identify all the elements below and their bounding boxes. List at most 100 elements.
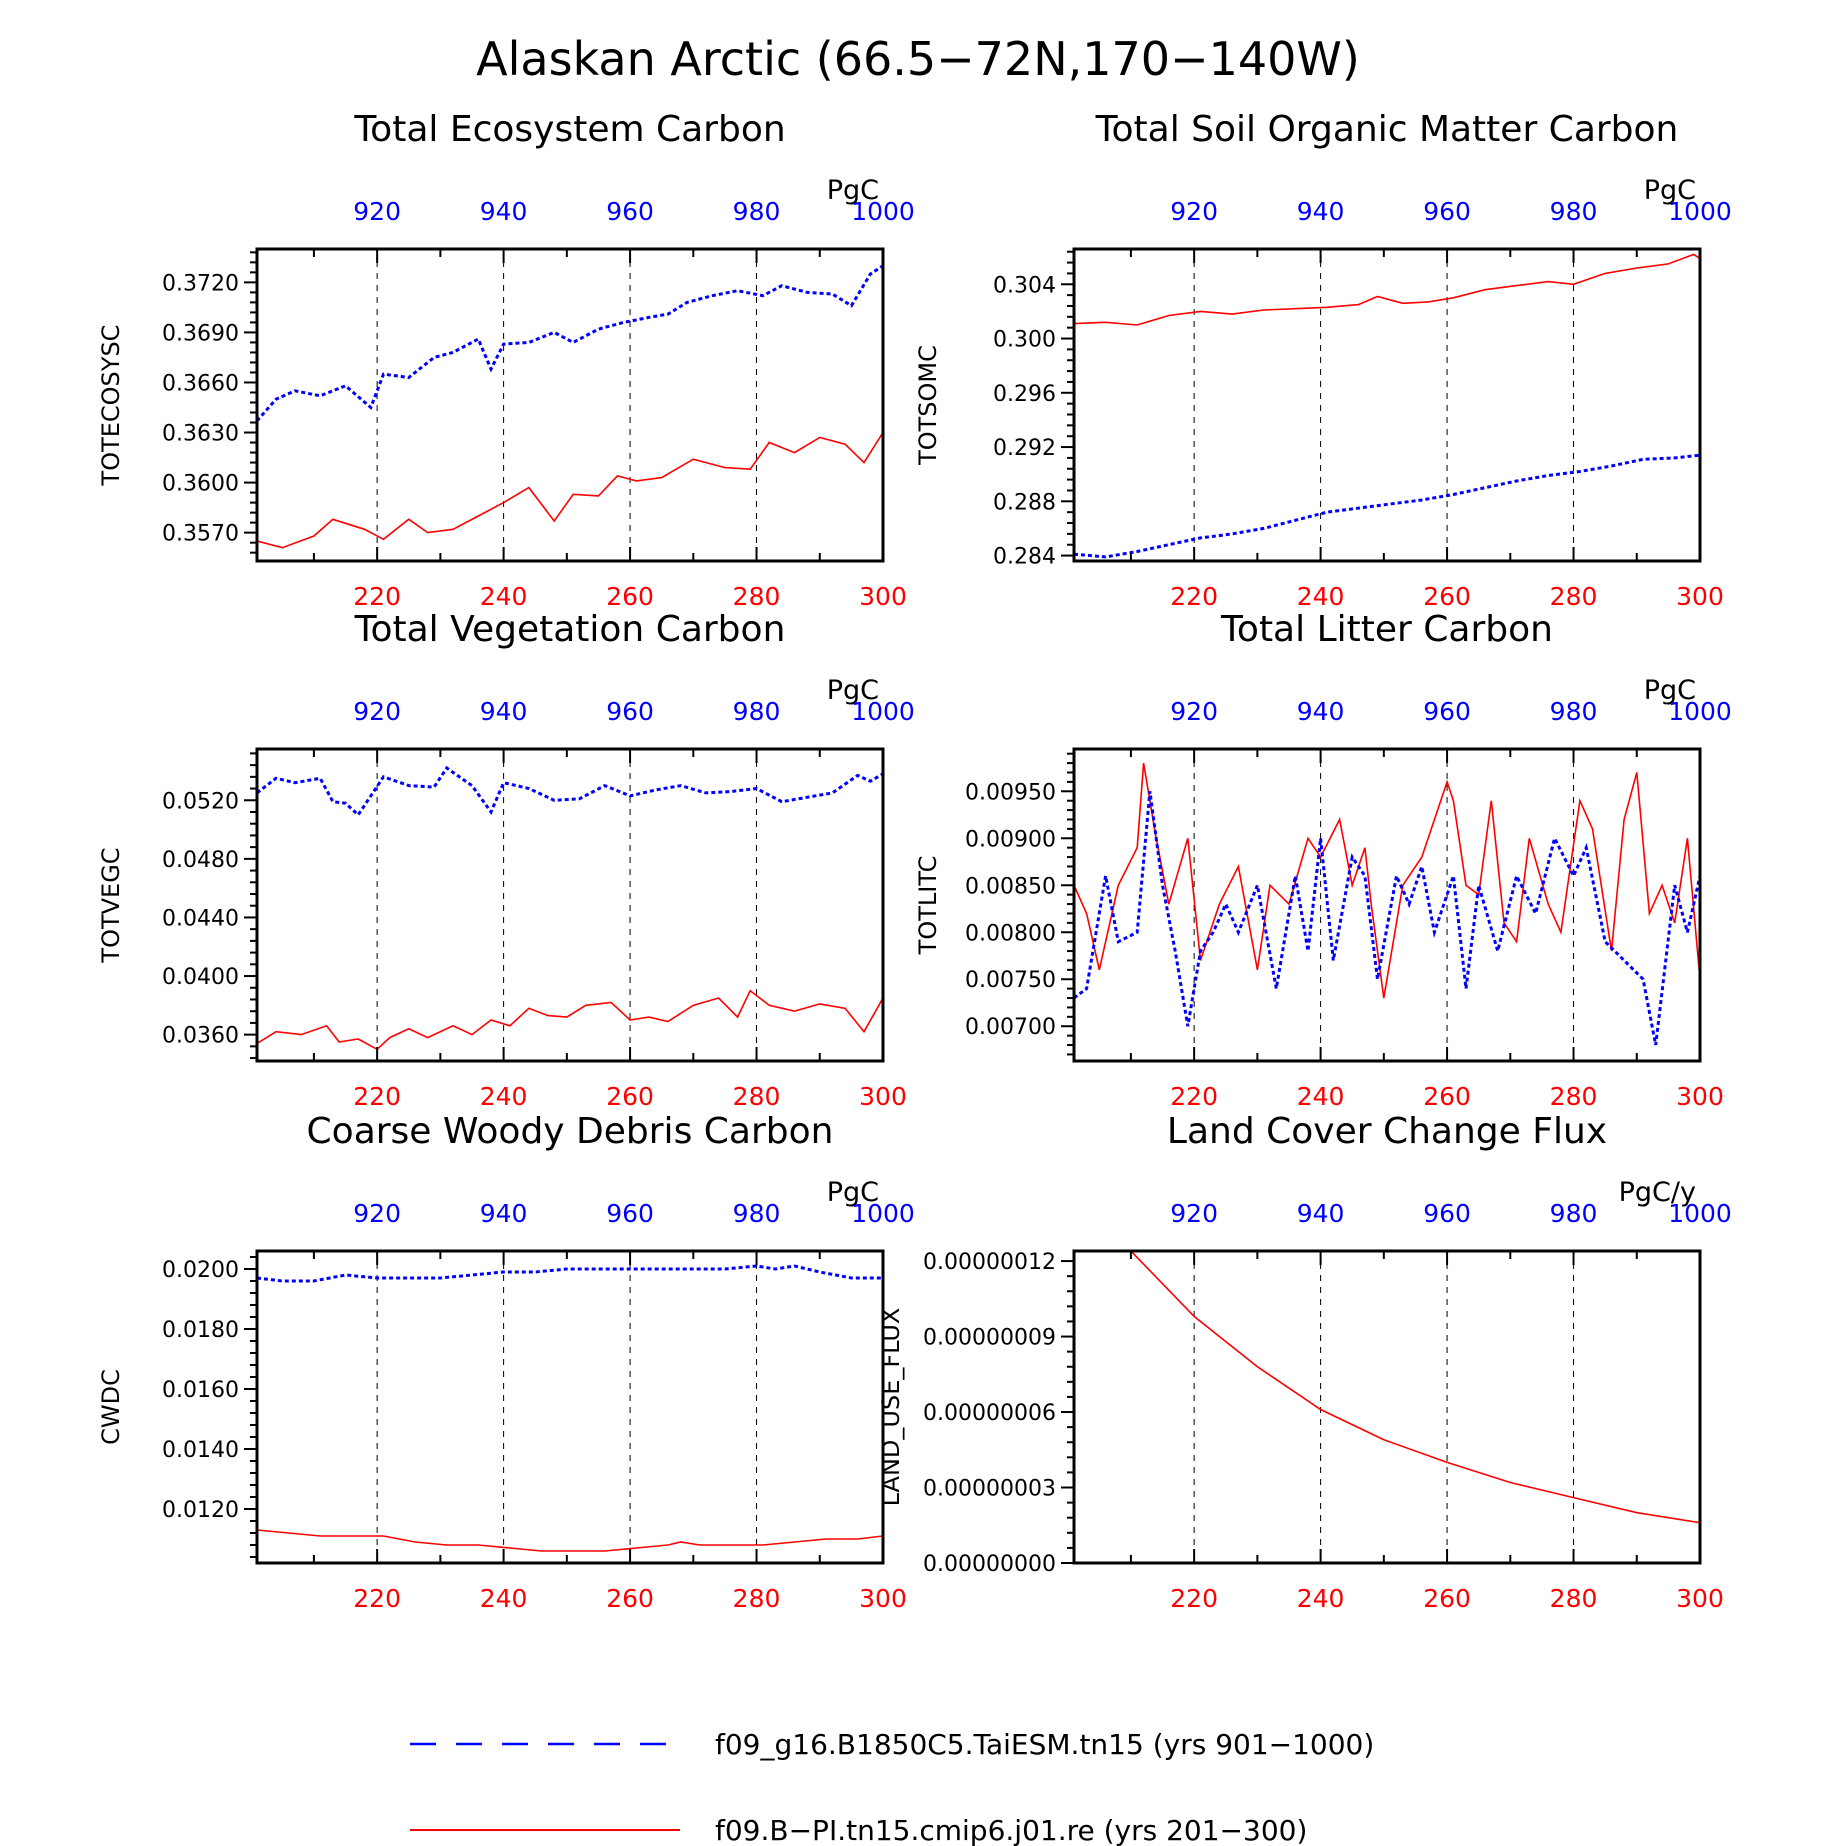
y-tick-label: 0.284 (993, 545, 1056, 570)
series-line-blue (1074, 791, 1700, 1046)
x-tick-label-bottom: 280 (1550, 582, 1598, 611)
x-tick-label-top: 920 (353, 197, 401, 226)
x-tick-label-bottom: 280 (733, 582, 781, 611)
y-tick-label: 0.00000009 (923, 1326, 1056, 1351)
x-tick-label-top: 920 (1170, 697, 1218, 726)
x-tick-label-top: 1000 (1668, 1199, 1732, 1228)
x-tick-label-top: 960 (1423, 197, 1471, 226)
x-tick-label-top: 1000 (851, 697, 915, 726)
legend-label-0: f09_g16.B1850C5.TaiESM.tn15 (yrs 901−100… (715, 1728, 1374, 1761)
x-tick-label-bottom: 220 (353, 1082, 401, 1111)
x-tick-label-bottom: 240 (1297, 582, 1345, 611)
plot-frame (255, 1249, 885, 1565)
chart-title: Total Ecosystem Carbon (353, 109, 785, 150)
legend: f09_g16.B1850C5.TaiESM.tn15 (yrs 901−100… (410, 1728, 1374, 1846)
x-tick-label-bottom: 260 (606, 1584, 654, 1613)
y-tick-label: 0.292 (993, 436, 1056, 461)
y-tick-label: 0.3660 (162, 371, 239, 396)
x-tick-label-top: 940 (1297, 197, 1345, 226)
unit-label: PgC (827, 1177, 879, 1208)
chart-panel-4: Coarse Woody Debris Carbon PgC CWDC 220 240 2… (97, 1111, 915, 1613)
panels: Total Ecosystem Carbon PgC TOTECOSYSC 220 24… (97, 109, 1732, 1613)
x-tick-label-bottom: 260 (1423, 1082, 1471, 1111)
x-tick-label-top: 920 (353, 697, 401, 726)
y-tick-label: 0.288 (993, 490, 1056, 515)
y-tick-label: 0.00950 (965, 780, 1056, 805)
x-tick-label-top: 920 (1170, 197, 1218, 226)
x-tick-label-bottom: 260 (1423, 1584, 1471, 1613)
x-tick-label-bottom: 220 (1170, 582, 1218, 611)
series-line-red (257, 989, 883, 1051)
chart-panel-0: Total Ecosystem Carbon PgC TOTECOSYSC 220 24… (97, 109, 915, 611)
y-tick-label: 0.0400 (162, 965, 239, 990)
figure-title: Alaskan Arctic (66.5−72N,170−140W) (476, 32, 1360, 86)
unit-label: PgC (827, 175, 879, 206)
x-tick-label-top: 960 (606, 697, 654, 726)
y-tick-label: 0.3690 (162, 321, 239, 346)
x-tick-label-top: 980 (733, 197, 781, 226)
y-tick-label: 0.00700 (965, 1015, 1056, 1040)
y-tick-label: 0.0440 (162, 906, 239, 931)
y-axis-label: LAND_USE_FLUX (877, 1308, 905, 1507)
series-line-blue (257, 765, 883, 818)
x-tick-label-bottom: 300 (859, 1584, 907, 1613)
y-tick-label: 0.0200 (162, 1258, 239, 1283)
y-axis-label: TOTSOMC (914, 345, 942, 466)
y-tick-label: 0.00000000 (923, 1552, 1056, 1577)
chart-title: Total Litter Carbon (1220, 609, 1553, 650)
x-tick-label-top: 980 (1550, 697, 1598, 726)
unit-label: PgC (1644, 675, 1696, 706)
chart-panel-1: Total Soil Organic Matter Carbon PgC TOTSO… (914, 109, 1732, 611)
chart-title: Coarse Woody Debris Carbon (307, 1111, 834, 1152)
y-tick-label: 0.00800 (965, 921, 1056, 946)
x-tick-label-bottom: 240 (480, 582, 528, 611)
x-tick-label-bottom: 240 (1297, 1082, 1345, 1111)
series-line-blue (257, 1264, 883, 1283)
x-tick-label-top: 940 (1297, 1199, 1345, 1228)
y-tick-label: 0.0360 (162, 1024, 239, 1049)
y-tick-label: 0.304 (993, 273, 1056, 298)
y-axis-label: TOTLITC (914, 856, 942, 956)
x-tick-label-bottom: 280 (733, 1082, 781, 1111)
x-tick-label-top: 940 (1297, 697, 1345, 726)
x-tick-label-top: 940 (480, 1199, 528, 1228)
x-tick-label-top: 1000 (851, 1199, 915, 1228)
series-line-red (257, 1529, 883, 1552)
y-tick-label: 0.00850 (965, 874, 1056, 899)
chart-panel-2: Total Vegetation Carbon PgC TOTVEGC 220 240 2… (97, 609, 915, 1111)
x-tick-label-top: 1000 (1668, 197, 1732, 226)
chart-panel-5: Land Cover Change Flux PgC/y LAND_USE_FLUX… (877, 1111, 1732, 1613)
y-tick-label: 0.00750 (965, 968, 1056, 993)
x-tick-label-bottom: 280 (733, 1584, 781, 1613)
x-tick-label-top: 920 (1170, 1199, 1218, 1228)
x-tick-label-bottom: 260 (606, 582, 654, 611)
y-axis-label: CWDC (97, 1369, 125, 1445)
series-line-blue (257, 264, 883, 422)
unit-label: PgC (1644, 175, 1696, 206)
x-tick-label-top: 960 (1423, 1199, 1471, 1228)
x-tick-label-top: 980 (733, 697, 781, 726)
y-axis-label: TOTECOSYSC (97, 325, 125, 487)
y-tick-label: 0.0520 (162, 789, 239, 814)
x-tick-label-top: 940 (480, 197, 528, 226)
x-tick-label-bottom: 220 (353, 1584, 401, 1613)
y-tick-label: 0.3720 (162, 271, 239, 296)
x-tick-label-bottom: 260 (1423, 582, 1471, 611)
legend-label-1: f09.B−PI.tn15.cmip6.j01.re (yrs 201−300) (715, 1814, 1307, 1846)
x-tick-label-bottom: 300 (1676, 1082, 1724, 1111)
plot-frame (1072, 747, 1702, 1063)
x-tick-label-top: 920 (353, 1199, 401, 1228)
y-tick-label: 0.296 (993, 382, 1056, 407)
x-tick-label-bottom: 280 (1550, 1584, 1598, 1613)
series-line-red (1074, 762, 1700, 999)
plot-frame (1072, 1249, 1702, 1565)
y-axis-label: TOTVEGC (97, 847, 125, 963)
x-tick-label-top: 1000 (851, 197, 915, 226)
x-tick-label-top: 940 (480, 697, 528, 726)
y-tick-label: 0.0140 (162, 1438, 239, 1463)
y-tick-label: 0.00000003 (923, 1477, 1056, 1502)
x-tick-label-bottom: 240 (1297, 1584, 1345, 1613)
y-tick-label: 0.00000006 (923, 1401, 1056, 1426)
x-tick-label-top: 980 (733, 1199, 781, 1228)
